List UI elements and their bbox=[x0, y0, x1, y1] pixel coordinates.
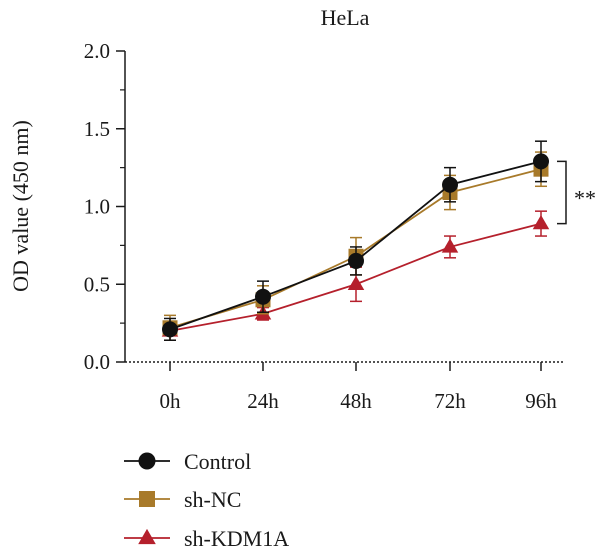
y-tick-label: 0.5 bbox=[84, 272, 110, 296]
x-tick-label: 96h bbox=[525, 389, 557, 413]
y-tick-label: 1.0 bbox=[84, 195, 110, 219]
data-point bbox=[533, 153, 549, 170]
x-tick-label: 24h bbox=[247, 389, 279, 413]
plot-area bbox=[161, 140, 550, 341]
data-point bbox=[347, 275, 365, 290]
data-point bbox=[162, 321, 178, 338]
chart-title: HeLa bbox=[321, 5, 370, 30]
y-axis-label: OD value (450 nm) bbox=[8, 120, 33, 292]
x-axis: 0h 24h 48h 72h 96h bbox=[125, 361, 565, 413]
y-tick-label: 2.0 bbox=[84, 39, 110, 63]
data-point bbox=[348, 252, 364, 269]
legend-label: sh-NC bbox=[184, 487, 241, 512]
x-tick-label: 48h bbox=[340, 389, 372, 413]
legend-item-sh-nc: sh-NC bbox=[124, 487, 241, 512]
x-tick-label: 72h bbox=[434, 389, 466, 413]
data-point bbox=[442, 176, 458, 193]
legend-item-sh-kdm1a: sh-KDM1A bbox=[124, 526, 289, 551]
significance-label: ** bbox=[574, 186, 596, 211]
data-point bbox=[441, 238, 459, 253]
legend-label: Control bbox=[184, 449, 251, 474]
y-tick-label: 0.0 bbox=[84, 350, 110, 374]
legend-item-control: Control bbox=[124, 449, 251, 474]
significance-bracket bbox=[557, 160, 567, 225]
legend-marker bbox=[138, 452, 156, 470]
legend: Control sh-NC sh-KDM1A bbox=[124, 449, 289, 551]
y-axis: 0.0 0.5 1.0 1.5 2.0 bbox=[84, 39, 126, 374]
legend-marker bbox=[139, 491, 155, 507]
data-point bbox=[532, 215, 550, 230]
legend-label: sh-KDM1A bbox=[184, 526, 289, 551]
x-tick-label: 0h bbox=[160, 389, 182, 413]
legend-marker bbox=[138, 528, 156, 545]
data-point bbox=[255, 288, 271, 305]
y-tick-label: 1.5 bbox=[84, 117, 110, 141]
series-control bbox=[162, 140, 549, 341]
significance-annotation: ** bbox=[557, 160, 596, 225]
series-sh-kdm1a bbox=[161, 210, 550, 341]
